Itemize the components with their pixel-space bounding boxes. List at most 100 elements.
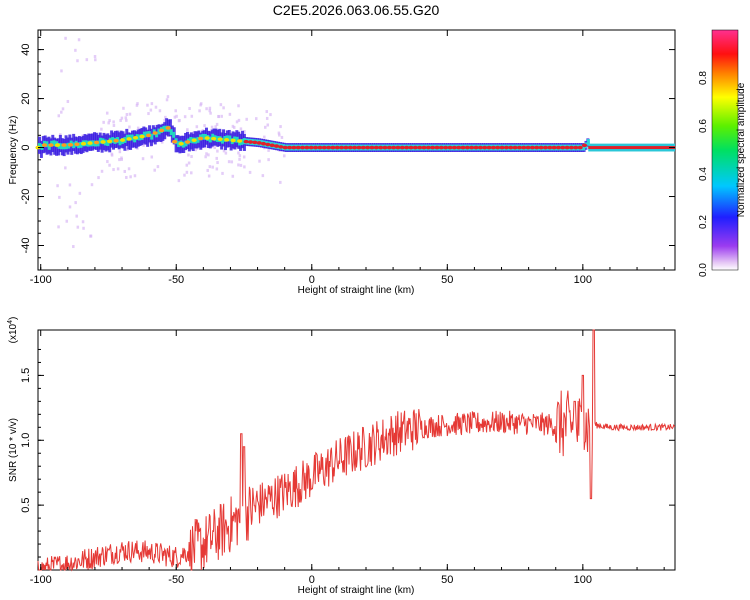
spectrogram-peak bbox=[356, 145, 362, 150]
spectrogram-peak bbox=[113, 138, 119, 143]
spectrogram-peak bbox=[503, 145, 509, 150]
spectrogram-speckle bbox=[266, 123, 270, 127]
spectrogram-band-core bbox=[588, 146, 675, 150]
spectrogram-core bbox=[586, 139, 590, 145]
spectrogram-xtick-label: 0 bbox=[309, 274, 315, 286]
spectrogram-speckle bbox=[279, 180, 282, 184]
spectrogram-axes: -100 -50 0 50 100 -40 -20 0 20 40 bbox=[20, 30, 675, 286]
spectrogram-speckle bbox=[208, 165, 212, 169]
spectrogram-speckle bbox=[211, 165, 214, 169]
spectrogram-peak bbox=[87, 141, 93, 145]
spectrogram-speckle bbox=[219, 103, 223, 107]
spectrogram-halo bbox=[55, 138, 59, 156]
spectrogram-peak bbox=[230, 138, 236, 143]
spectrogram-speckle bbox=[106, 160, 109, 164]
spectrogram-core bbox=[98, 137, 102, 144]
spectrogram-speckle bbox=[97, 176, 100, 180]
spectrogram-peak bbox=[243, 139, 249, 144]
spectrogram-speckle bbox=[222, 106, 225, 110]
spectrogram-speckle bbox=[112, 168, 115, 172]
snr-xtick-label: 50 bbox=[441, 574, 453, 586]
spectrogram-speckle bbox=[78, 191, 82, 195]
spectrogram-peak bbox=[139, 134, 145, 139]
spectrogram-speckle bbox=[66, 99, 70, 103]
spectrogram-speckle bbox=[221, 171, 224, 175]
spectrogram-ylabel: Frequency (Hz) bbox=[8, 116, 19, 185]
spectrogram-peak bbox=[204, 136, 210, 140]
spectrogram-speckle bbox=[89, 234, 92, 238]
spectrogram-speckle bbox=[237, 104, 240, 108]
spectrogram-core bbox=[64, 143, 68, 150]
spectrogram-core bbox=[47, 143, 51, 150]
spectrogram-speckle bbox=[187, 153, 190, 157]
spectrogram-peak bbox=[464, 145, 470, 150]
spectrogram-speckle bbox=[118, 158, 121, 162]
spectrogram-peak bbox=[443, 145, 449, 150]
spectrogram-speckle bbox=[190, 171, 193, 175]
spectrogram-peak bbox=[473, 145, 479, 150]
spectrogram-core bbox=[59, 143, 63, 150]
spectrogram-speckle bbox=[149, 108, 153, 112]
spectrogram-peak bbox=[330, 145, 336, 150]
spectrogram-speckle bbox=[135, 103, 139, 107]
spectrogram-speckle bbox=[154, 105, 158, 109]
spectrogram-speckle bbox=[74, 48, 77, 52]
spectrogram-peak bbox=[132, 135, 139, 140]
spectrogram-speckle bbox=[264, 125, 267, 129]
spectrogram-speckle bbox=[208, 109, 211, 113]
spectrogram-speckle bbox=[188, 106, 191, 110]
spectrogram-speckle bbox=[81, 220, 85, 224]
spectrogram-core bbox=[196, 136, 200, 143]
spectrogram-peak bbox=[217, 137, 223, 142]
spectrogram-speckle bbox=[263, 135, 266, 139]
spectrogram-speckle bbox=[133, 174, 137, 178]
spectrogram-speckle bbox=[207, 153, 210, 157]
spectrogram-speckle bbox=[175, 114, 178, 118]
spectrogram-speckle bbox=[158, 109, 162, 113]
spectrogram-speckle bbox=[222, 149, 226, 153]
spectrogram-speckle bbox=[156, 165, 160, 169]
spectrogram-speckle bbox=[147, 112, 150, 116]
snr-ylabel: SNR (10 * v/v) bbox=[8, 418, 19, 482]
spectrogram-speckle bbox=[239, 127, 243, 131]
spectrogram-halo bbox=[199, 132, 203, 150]
spectrogram-speckle bbox=[248, 170, 252, 174]
snr-xtick-label: -50 bbox=[168, 574, 184, 586]
spectrogram-peak bbox=[338, 145, 345, 150]
spectrogram-speckle bbox=[150, 155, 154, 159]
spectrogram-peak bbox=[551, 145, 557, 150]
spectrogram-speckle bbox=[215, 167, 219, 171]
spectrogram-speckle bbox=[277, 131, 281, 135]
spectrogram-speckle bbox=[195, 125, 199, 129]
spectrogram-speckle bbox=[94, 58, 97, 62]
colorbar-tick-label: 0.4 bbox=[698, 167, 709, 181]
spectrogram-peak bbox=[382, 145, 388, 150]
spectrogram-speckle bbox=[201, 129, 205, 133]
spectrogram-peak bbox=[564, 145, 570, 150]
spectrogram-speckle bbox=[125, 113, 129, 117]
spectrogram-core bbox=[79, 141, 83, 148]
spectrogram-peak bbox=[399, 145, 405, 150]
colorbar: 0.0 0.2 0.4 0.6 0.8 Normalized spectral ampl… bbox=[698, 29, 747, 277]
spectrogram-peak bbox=[265, 142, 271, 147]
snr-multiplier-base: (x10 bbox=[8, 323, 19, 343]
spectrogram-speckle bbox=[125, 175, 128, 179]
spectrogram-speckle bbox=[108, 163, 111, 167]
spectrogram-speckle bbox=[112, 123, 116, 127]
snr-xtick-label: 100 bbox=[574, 574, 592, 586]
spectrogram-speckle bbox=[93, 55, 97, 59]
spectrogram-peak bbox=[172, 139, 178, 144]
spectrogram-peak bbox=[477, 145, 483, 150]
snr-line bbox=[37, 329, 675, 572]
spectrogram-speckle bbox=[210, 125, 214, 129]
spectrogram-peak bbox=[395, 145, 401, 150]
spectrogram-core bbox=[208, 136, 212, 143]
spectrogram-speckle bbox=[245, 117, 248, 121]
spectrogram-peak bbox=[312, 145, 319, 150]
spectrogram-core bbox=[40, 144, 44, 150]
spectrogram-core bbox=[45, 141, 49, 148]
spectrogram-peak bbox=[577, 145, 583, 150]
spectrogram-speckle bbox=[174, 109, 177, 113]
spectrogram-peak bbox=[408, 145, 414, 150]
